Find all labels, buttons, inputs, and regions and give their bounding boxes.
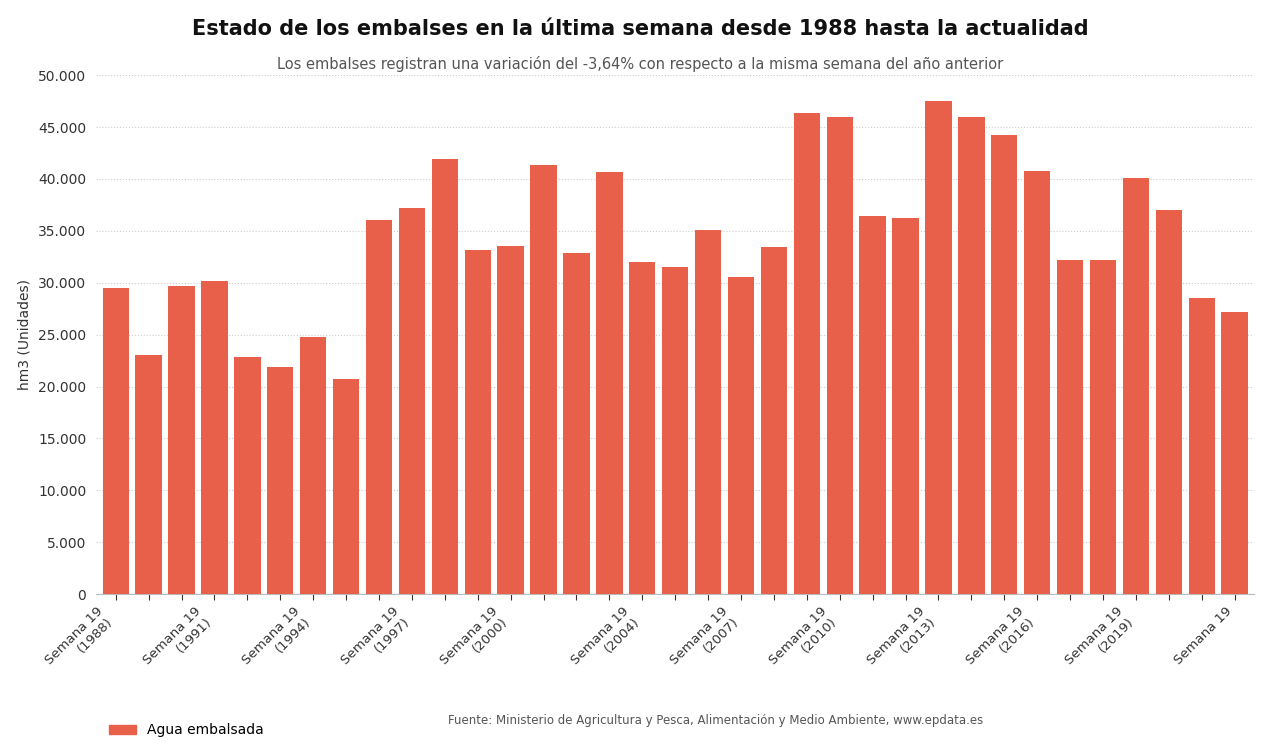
Bar <box>431 159 458 594</box>
Bar <box>102 288 129 594</box>
Bar <box>794 113 820 594</box>
Bar <box>959 117 984 594</box>
Bar <box>366 220 392 594</box>
Text: Estado de los embalses en la última semana desde 1988 hasta la actualidad: Estado de los embalses en la última sema… <box>192 19 1088 39</box>
Bar <box>1189 299 1215 594</box>
Bar <box>695 230 721 594</box>
Text: Los embalses registran una variación del -3,64% con respecto a la misma semana d: Los embalses registran una variación del… <box>276 56 1004 72</box>
Bar <box>563 253 590 594</box>
Bar <box>859 217 886 594</box>
Bar <box>991 135 1018 594</box>
Bar <box>630 262 655 594</box>
Bar <box>136 356 161 594</box>
Bar <box>399 208 425 594</box>
Bar <box>760 247 787 594</box>
Bar <box>498 247 524 594</box>
Bar <box>530 165 557 594</box>
Bar <box>1024 171 1051 594</box>
Bar <box>300 337 326 594</box>
Bar <box>662 267 689 594</box>
Bar <box>1156 210 1181 594</box>
Bar <box>268 367 293 594</box>
Y-axis label: hm3 (Unidades): hm3 (Unidades) <box>17 279 31 390</box>
Bar <box>169 286 195 594</box>
Legend: Agua embalsada: Agua embalsada <box>102 717 270 743</box>
Bar <box>234 357 261 594</box>
Bar <box>333 379 360 594</box>
Bar <box>892 218 919 594</box>
Bar <box>1221 312 1248 594</box>
Bar <box>201 280 228 594</box>
Bar <box>1089 260 1116 594</box>
Bar <box>596 171 622 594</box>
Text: Fuente: Ministerio de Agricultura y Pesca, Alimentación y Medio Ambiente, www.ep: Fuente: Ministerio de Agricultura y Pesc… <box>448 714 983 727</box>
Bar <box>465 250 492 594</box>
Bar <box>925 102 951 594</box>
Bar <box>1057 260 1083 594</box>
Bar <box>827 117 852 594</box>
Bar <box>1123 178 1149 594</box>
Bar <box>728 277 754 594</box>
